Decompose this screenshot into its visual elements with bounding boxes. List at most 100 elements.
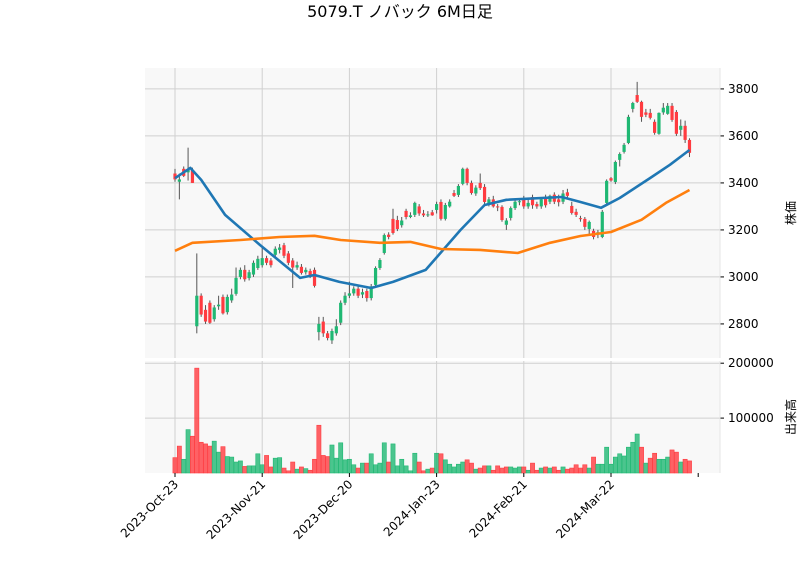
- volume-bar: [242, 466, 248, 474]
- volume-bar: [503, 466, 509, 474]
- volume-bar: [477, 467, 483, 474]
- candle-body: [382, 235, 386, 253]
- candle-body: [273, 248, 277, 255]
- volume-bar: [416, 461, 422, 474]
- volume-bar: [185, 429, 191, 474]
- candle: [356, 286, 360, 299]
- candle: [304, 267, 308, 275]
- candle-body: [679, 125, 683, 130]
- candle-body: [387, 234, 391, 237]
- candle-body: [334, 326, 338, 334]
- candle-body: [321, 321, 325, 334]
- volume-bar: [281, 467, 287, 474]
- volume-bar: [595, 463, 601, 474]
- volume-bar: [216, 451, 221, 474]
- candle: [670, 103, 674, 122]
- price-tick-label: 2800: [728, 317, 759, 331]
- candle-body: [465, 168, 469, 183]
- volume-bar: [429, 467, 435, 474]
- volume-bar: [299, 466, 304, 474]
- volume-bar: [538, 467, 544, 474]
- volume-panel: [145, 361, 720, 473]
- candle-body: [251, 262, 256, 275]
- volume-bar: [172, 457, 178, 474]
- volume-bar: [460, 461, 466, 474]
- volume-bar: [455, 463, 461, 474]
- candle: [352, 286, 356, 296]
- candlesticks: [173, 81, 692, 344]
- volume-bar: [351, 464, 357, 474]
- candle: [578, 215, 583, 222]
- volume-bar: [268, 466, 274, 474]
- candle: [535, 201, 539, 209]
- candle-body: [299, 266, 304, 273]
- candle: [373, 266, 378, 287]
- volume-bar: [626, 446, 631, 474]
- candle: [587, 220, 591, 235]
- volume-bar: [621, 455, 627, 474]
- candle-body: [670, 105, 674, 120]
- candle-body: [286, 253, 290, 263]
- volume-bar: [525, 469, 531, 474]
- candle-body: [487, 199, 491, 205]
- candle: [382, 233, 386, 255]
- volume-bar: [551, 466, 557, 474]
- candle-body: [264, 258, 269, 263]
- candle: [299, 263, 304, 275]
- volume-bar: [329, 444, 335, 474]
- volume-bar: [255, 453, 261, 474]
- volume-bar: [556, 469, 562, 474]
- volume-bar: [368, 453, 374, 474]
- volume-bar: [394, 465, 400, 474]
- candle-body: [600, 211, 604, 237]
- candle: [666, 103, 670, 115]
- volume-bar: [543, 466, 548, 474]
- candle-body: [578, 218, 583, 220]
- candle-body: [674, 111, 678, 134]
- volume-bar: [451, 466, 457, 474]
- candle: [626, 114, 631, 145]
- volume-bar: [246, 465, 252, 474]
- volume-bar: [390, 443, 396, 474]
- candle: [461, 167, 465, 186]
- volume-bar: [290, 461, 296, 474]
- candle: [343, 292, 347, 306]
- candle: [609, 177, 613, 182]
- candle-body: [339, 302, 343, 323]
- candle: [443, 202, 447, 221]
- volume-bar: [325, 456, 330, 474]
- candle-body: [373, 267, 378, 285]
- price-tick-label: 3400: [728, 176, 759, 190]
- candle: [674, 110, 678, 136]
- candle: [260, 246, 264, 268]
- volume-bar: [573, 464, 579, 474]
- candle: [360, 288, 365, 299]
- candle: [657, 112, 661, 135]
- volume-bar: [408, 470, 413, 474]
- candle-body: [570, 205, 574, 213]
- volume-bar: [604, 446, 610, 474]
- candle: [413, 201, 417, 217]
- candle-body: [203, 309, 208, 322]
- volume-bar: [473, 468, 479, 474]
- candle-body: [417, 206, 421, 214]
- candle-body: [482, 186, 487, 202]
- candle-body: [661, 107, 665, 113]
- candle-body: [391, 218, 395, 233]
- volume-bar: [277, 457, 283, 474]
- volume-bar: [599, 463, 605, 474]
- candle-body: [173, 173, 177, 180]
- candle: [326, 330, 330, 341]
- volume-bar: [342, 459, 348, 474]
- candle-body: [347, 293, 351, 296]
- volume-bar: [203, 443, 208, 474]
- volume-bar: [259, 464, 265, 474]
- candle: [177, 173, 181, 200]
- candle-body: [522, 199, 526, 207]
- volume-bar: [490, 469, 496, 474]
- candle-body: [583, 218, 587, 227]
- candle-body: [413, 202, 417, 215]
- volume-bar: [399, 458, 405, 474]
- volume-bar: [224, 456, 230, 474]
- volume-bar: [355, 467, 361, 474]
